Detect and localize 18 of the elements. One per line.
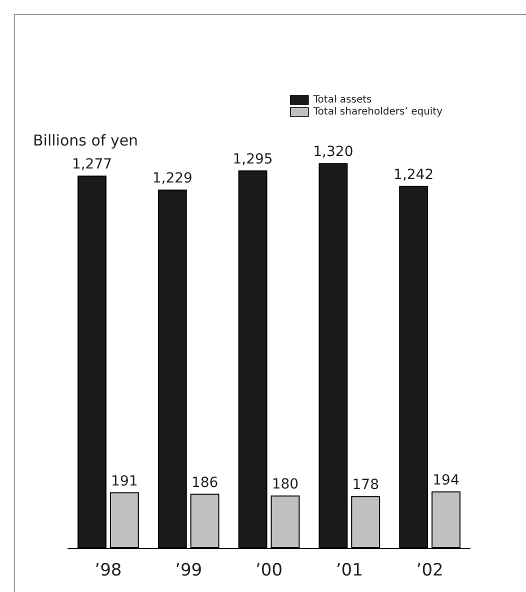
data-label: 1,229	[152, 170, 192, 187]
x-tick-label: ’02	[416, 560, 444, 580]
legend-label: Total assets	[312, 94, 372, 106]
data-label: 191	[111, 473, 138, 490]
legend-label: Total shareholders’ equity	[312, 106, 443, 118]
x-tick-label: ’99	[175, 560, 202, 580]
x-tick-label: ’01	[336, 560, 363, 580]
data-label: 194	[432, 472, 460, 488]
data-label: 1,320	[313, 144, 354, 160]
data-label: 180	[272, 476, 299, 493]
data-label: 1,295	[232, 151, 273, 168]
data-label: 1,277	[72, 156, 112, 173]
chart-title: Billions of yen	[33, 132, 138, 150]
data-label: 186	[191, 474, 218, 491]
data-label: 178	[352, 477, 379, 494]
x-tick-label: ’00	[255, 560, 283, 580]
data-label: 1,242	[394, 166, 434, 183]
x-tick-label: ’98	[94, 560, 122, 580]
